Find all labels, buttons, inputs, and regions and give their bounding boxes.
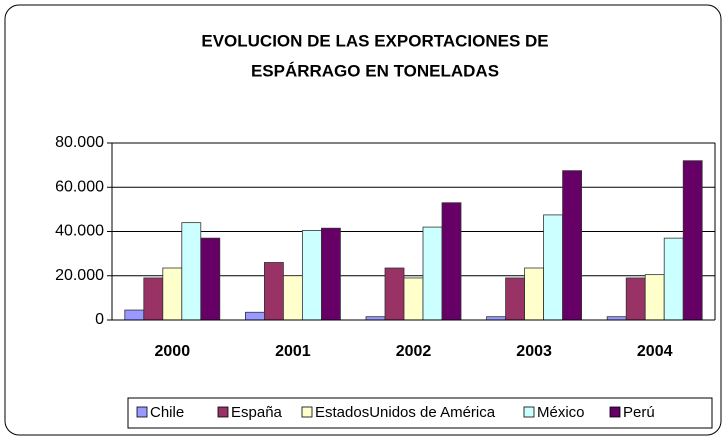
legend-label: Perú — [623, 404, 655, 421]
bar — [263, 262, 284, 321]
chart-title: EVOLUCION DE LAS EXPORTACIONES DE — [201, 31, 548, 50]
bar — [505, 277, 526, 321]
bar — [524, 267, 544, 321]
bar — [301, 229, 322, 321]
bar — [625, 277, 646, 321]
y-tick-label: 0 — [95, 311, 104, 328]
legend-label: México — [537, 404, 585, 421]
bar — [663, 237, 684, 321]
x-tick-label: 2000 — [155, 343, 191, 360]
bar — [403, 277, 424, 321]
y-tick-label: 80.000 — [55, 134, 104, 151]
bar — [244, 311, 265, 321]
legend-swatch — [301, 406, 313, 418]
y-tick-label: 40.000 — [55, 223, 104, 240]
x-tick-label: 2001 — [275, 343, 311, 360]
legend-label: EstadosUnidos de América — [315, 404, 496, 421]
legend-swatch — [136, 406, 148, 418]
bar — [124, 309, 145, 321]
bar — [384, 267, 405, 321]
x-tick-label: 2004 — [637, 343, 673, 360]
bar — [282, 275, 303, 321]
bar — [143, 277, 164, 321]
legend-swatch — [217, 406, 229, 418]
bar — [562, 170, 582, 321]
bar — [644, 274, 665, 321]
y-tick-label: 20.000 — [55, 267, 104, 284]
chart-title: ESPÁRRAGO EN TONELADAS — [251, 61, 499, 80]
y-tick-label: 60.000 — [55, 178, 104, 195]
bar — [422, 226, 443, 321]
bar — [320, 227, 341, 321]
bar — [543, 214, 563, 321]
chart-border — [4, 4, 722, 436]
bar — [441, 202, 462, 321]
x-tick-label: 2003 — [516, 343, 552, 360]
legend-swatch — [523, 406, 535, 418]
legend-label: Chile — [150, 404, 184, 421]
legend-label: España — [231, 404, 283, 421]
bar — [181, 222, 202, 321]
bar — [682, 160, 703, 321]
legend-swatch — [609, 406, 621, 418]
x-tick-label: 2002 — [396, 343, 432, 360]
bar — [162, 267, 183, 321]
bar — [200, 237, 221, 321]
